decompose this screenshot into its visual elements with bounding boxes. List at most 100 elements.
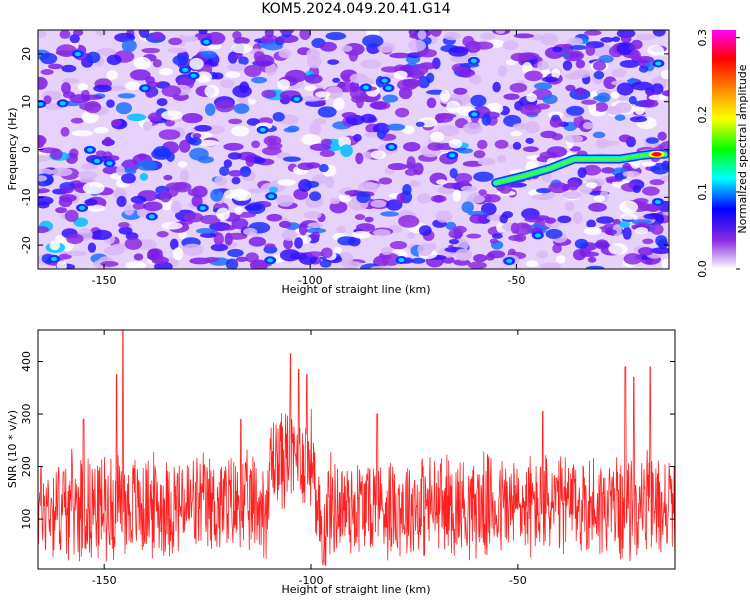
heatmap-cell	[566, 105, 585, 116]
heatmap-cell	[505, 59, 517, 66]
heatmap-cell	[370, 265, 393, 269]
heatmap-cell	[453, 259, 471, 266]
heatmap-cell	[348, 48, 359, 62]
heatmap-cell	[158, 129, 181, 140]
heatmap-cell	[525, 260, 539, 268]
heatmap-cell	[360, 113, 377, 124]
heatmap-cell	[115, 102, 133, 115]
heatmap-cell	[332, 77, 341, 83]
heatmap-cell	[539, 262, 562, 269]
heatmap-cell	[191, 195, 203, 207]
heatmap-cell	[227, 152, 242, 160]
heatmap-cell	[506, 259, 513, 264]
heatmap-cell	[223, 159, 233, 168]
y-tick-label: 200	[20, 456, 33, 477]
heatmap-cell	[542, 94, 558, 105]
heatmap-cell	[633, 198, 649, 205]
snr-series-line	[38, 330, 675, 567]
y-tick-label: 20	[20, 47, 33, 61]
heatmap-cell	[198, 30, 208, 35]
heatmap-cell	[84, 198, 98, 206]
heatmap-cell	[650, 247, 669, 254]
heatmap-cell	[480, 32, 496, 40]
heatmap-cell	[349, 73, 369, 84]
heatmap-cell	[594, 102, 609, 113]
heatmap-cell	[552, 46, 563, 53]
heatmap-cell	[466, 194, 486, 204]
snr-frame	[37, 329, 676, 570]
heatmap-cell	[598, 55, 614, 63]
heatmap-cell	[317, 106, 337, 118]
heatmap-cell	[243, 227, 258, 236]
heatmap-cell	[268, 194, 275, 199]
heatmap-cell	[61, 64, 77, 73]
signal-track	[491, 149, 669, 188]
heatmap-cell	[38, 195, 54, 206]
colorbar-tick-label: 0.1	[696, 183, 709, 201]
heatmap-cell	[212, 72, 224, 80]
heatmap-cell	[604, 229, 617, 236]
signal-track-core	[494, 152, 667, 185]
heatmap-cell	[223, 189, 238, 199]
heatmap-cell	[220, 79, 235, 89]
heatmap-cell	[519, 104, 542, 116]
heatmap-cell	[628, 96, 637, 105]
heatmap-cell	[216, 207, 230, 221]
heatmap-cell	[417, 30, 427, 40]
heatmap-cell	[595, 239, 609, 250]
heatmap-cell	[417, 243, 433, 257]
heatmap-cell	[73, 30, 84, 37]
heatmap-cell	[40, 68, 54, 75]
heatmap-cell	[587, 256, 597, 263]
heatmap-cell	[189, 57, 204, 70]
heatmap-cell	[38, 226, 50, 234]
heatmap-cell	[635, 33, 656, 41]
heatmap-cell	[584, 30, 602, 36]
heatmap-cell	[551, 68, 561, 79]
heatmap-cell	[106, 70, 119, 80]
heatmap-cell	[210, 188, 223, 202]
heatmap-cell	[170, 200, 182, 214]
heatmap-cell	[534, 82, 553, 91]
x-tick-label: -100	[299, 574, 324, 587]
heatmap-cell	[569, 45, 588, 51]
heatmap-cell	[525, 137, 534, 144]
heatmap-cell	[536, 250, 548, 259]
heatmap-cell	[381, 252, 400, 266]
heatmap-cell	[195, 71, 212, 83]
heatmap-cell	[661, 90, 669, 97]
heatmap-cell	[125, 81, 141, 91]
heatmap-cell	[172, 247, 184, 261]
heatmap-cell	[86, 51, 101, 64]
x-tick-label: -150	[92, 274, 117, 287]
heatmap-cell	[448, 139, 463, 149]
heatmap-cell	[138, 30, 150, 38]
heatmap-cell	[276, 194, 294, 207]
heatmap-cell	[66, 233, 84, 245]
heatmap-cell	[152, 59, 162, 68]
heatmap-cell	[643, 213, 664, 220]
heatmap-cell	[469, 213, 487, 224]
x-tick-label: -100	[298, 274, 323, 287]
heatmap-cell	[526, 93, 537, 103]
heatmap-cell	[301, 95, 322, 102]
heatmap-cell	[196, 228, 216, 234]
heatmap-cell	[231, 43, 253, 54]
chart-title: KOM5.2024.049.20.41.G14	[261, 1, 451, 17]
spectrogram-y-label: Frequency (Hz)	[6, 108, 19, 191]
heatmap-cell	[477, 157, 496, 166]
heatmap-cell	[130, 195, 147, 204]
heatmap-cell	[619, 213, 638, 220]
heatmap-cell	[629, 116, 648, 123]
heatmap-cell	[536, 187, 552, 194]
heatmap-cell	[64, 209, 79, 222]
heatmap-cell	[364, 182, 381, 189]
heatmap-cell	[510, 131, 523, 137]
heatmap-cell	[342, 72, 353, 83]
heatmap-cell	[86, 147, 93, 152]
heatmap-cell	[121, 39, 137, 53]
heatmap-cell	[660, 69, 669, 80]
heatmap-cell	[449, 168, 458, 179]
heatmap-cell	[439, 89, 450, 103]
